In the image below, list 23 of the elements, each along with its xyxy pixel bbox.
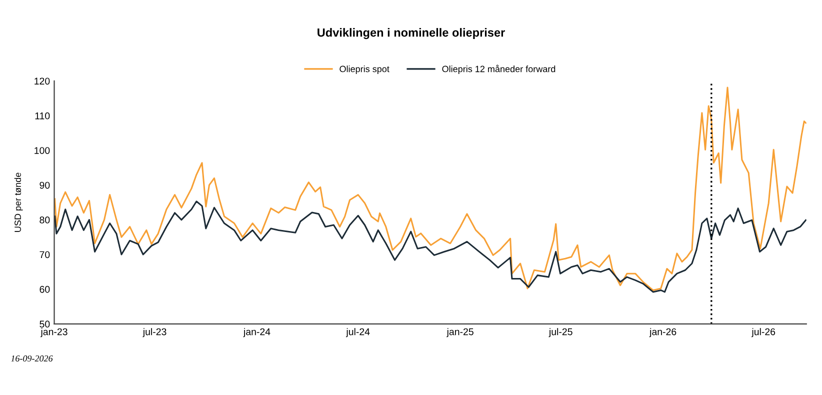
x-tick-label: jul-25 (548, 328, 572, 338)
y-tick-label: 60 (40, 286, 50, 293)
x-tick-label: jan-24 (243, 328, 270, 338)
legend-label: Oliepris 12 måneder forward (442, 64, 556, 74)
x-tick-label: jul-26 (751, 328, 776, 338)
x-tick-label: jan-25 (446, 328, 474, 338)
y-tick-label: 120 (34, 78, 50, 85)
x-tick-label: jan-23 (40, 328, 68, 338)
y-tick-label: 50 (40, 320, 50, 328)
y-tick-label: 80 (40, 216, 50, 224)
y-tick-label: 100 (34, 147, 50, 154)
y-axis-title: USD per tønde (14, 172, 23, 232)
chart-title: Udviklingen i nominelle oliepriser (318, 28, 505, 40)
legend-label: Oliepris spot (340, 66, 390, 74)
y-tick-label: 90 (40, 182, 50, 189)
line-series (54, 86, 806, 292)
text: 16-09-2026 (11, 355, 53, 362)
x-tick-label: jul-23 (142, 328, 166, 338)
x-tick-label: jan-26 (649, 328, 676, 338)
y-tick-label: 110 (35, 112, 50, 120)
y-tick-label: 70 (40, 251, 50, 258)
line-series (54, 200, 806, 293)
x-tick-label: jul-24 (346, 328, 370, 338)
